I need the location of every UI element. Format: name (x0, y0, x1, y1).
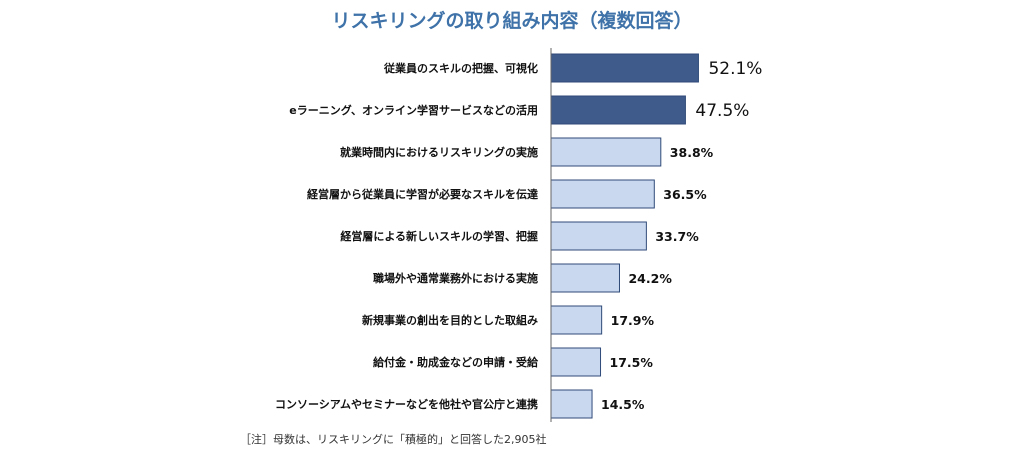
category-label: 経営層から従業員に学習が必要なスキルを伝達 (307, 187, 538, 201)
bar (550, 389, 593, 419)
value-label: 47.5% (695, 101, 749, 121)
bar (550, 179, 655, 209)
value-label: 52.1% (708, 59, 762, 79)
value-label: 17.9% (611, 313, 655, 328)
bar (550, 221, 647, 251)
value-label: 24.2% (628, 271, 672, 286)
value-label: 38.8% (670, 145, 714, 160)
category-label: 職場外や通常業務外における実施 (373, 271, 538, 285)
value-label: 36.5% (663, 187, 707, 202)
bar (550, 137, 662, 167)
value-label: 14.5% (601, 397, 645, 412)
bar (550, 263, 620, 293)
category-label: eラーニング、オンライン学習サービスなどの活用 (289, 103, 538, 117)
value-label: 17.5% (610, 355, 654, 370)
category-label: 経営層による新しいスキルの学習、把握 (340, 229, 538, 243)
bar (550, 305, 603, 335)
category-label: コンソーシアムやセミナーなどを他社や官公庁と連携 (275, 397, 538, 411)
category-label: 給付金・助成金などの申請・受給 (373, 355, 539, 369)
category-label: 新規事業の創出を目的とした取組み (362, 313, 538, 327)
bar (550, 53, 699, 83)
bar (550, 347, 602, 377)
chart-note: ［注］母数は、リスキリングに「積極的」と回答した2,905社 (240, 433, 547, 446)
category-label: 就業時間内におけるリスキリングの実施 (340, 145, 538, 159)
chart-title: リスキリングの取り組み内容（複数回答） (331, 10, 693, 32)
value-label: 33.7% (655, 229, 699, 244)
category-label: 従業員のスキルの把握、可視化 (383, 61, 538, 75)
bar (550, 95, 686, 125)
